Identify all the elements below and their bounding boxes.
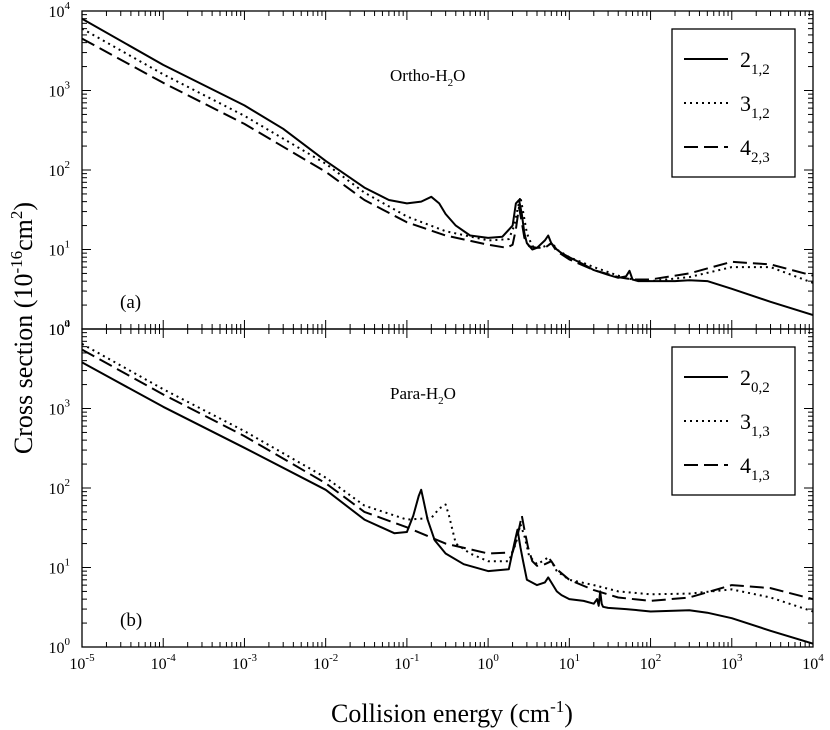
y-tick-label: 102 — [49, 159, 71, 180]
legend-entry: 20,2 — [740, 365, 770, 396]
series-line-4-1-3 — [82, 348, 813, 602]
panel-label: (a) — [120, 292, 141, 313]
panel-a: 100 101 102 103 104 Ortho-H2O (a) 21,2 31,2 42,3 — [49, 0, 814, 339]
legend-entry: 42,3 — [740, 135, 770, 166]
panel-annotation: Para-H2O — [390, 384, 456, 407]
series-line-4-2-3 — [82, 37, 813, 281]
x-tick-label: 10-3 — [232, 652, 258, 673]
y-tick-label: 103 — [49, 80, 71, 101]
legend: 20,2 31,3 41,3 — [671, 346, 796, 496]
panel-annotation: Ortho-H2O — [390, 66, 465, 89]
panel-label: (b) — [120, 610, 142, 631]
x-tick-label: 101 — [559, 652, 581, 673]
x-tick-label: 10-5 — [69, 652, 95, 673]
x-axis-label: Collision energy (cm-1) — [331, 697, 573, 728]
legend-entry: 41,3 — [740, 453, 770, 484]
y-tick-label: 102 — [49, 477, 71, 498]
x-tick-label: 102 — [640, 652, 662, 673]
x-tick-label: 103 — [721, 652, 743, 673]
x-tick-label: 104 — [802, 652, 824, 673]
y-axis-label: Cross section (10-16cm2) — [7, 202, 38, 454]
x-tick-label: 10-4 — [151, 652, 177, 673]
series-line-2-0-2 — [82, 361, 813, 645]
y-tick-label: 103 — [49, 398, 71, 419]
x-tick-label: 10-2 — [313, 652, 338, 673]
legend-entry: 31,2 — [740, 91, 770, 122]
y-tick-label: 104 — [49, 0, 71, 21]
legend: 21,2 31,2 42,3 — [671, 28, 796, 178]
y-tick-label: 100 — [49, 318, 71, 339]
x-tick-label: 100 — [477, 652, 499, 673]
legend-entry: 21,2 — [740, 47, 770, 78]
series-line-3-1-3 — [82, 343, 813, 613]
y-tick-label: 104 — [49, 318, 71, 339]
y-tick-label: 100 — [49, 636, 71, 657]
legend-entry: 31,3 — [740, 409, 770, 440]
legend-box — [671, 28, 796, 178]
y-tick-label: 101 — [49, 239, 71, 260]
legend-box — [671, 346, 796, 496]
y-tick-label: 101 — [49, 557, 71, 578]
x-tick-label: 10-1 — [394, 652, 419, 673]
